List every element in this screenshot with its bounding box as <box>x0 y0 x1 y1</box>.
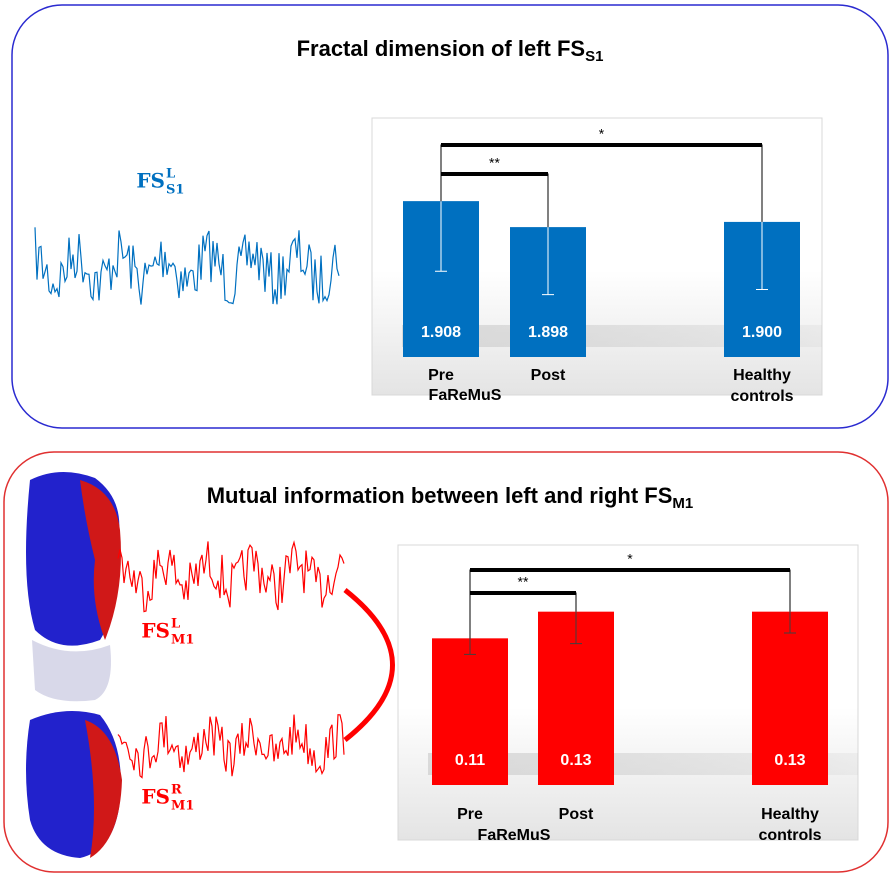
x-tick-label-line: controls <box>758 827 821 844</box>
value-label: 1.908 <box>421 324 461 341</box>
signal-label-sub: S1 <box>166 183 184 198</box>
value-label: 1.900 <box>742 324 782 341</box>
group-label: FaReMuS <box>478 827 551 844</box>
signal-label-sup: L <box>166 167 175 182</box>
signal-label: FS <box>136 169 165 193</box>
significance-label: ** <box>518 574 529 590</box>
x-tick-label-line: controls <box>730 388 793 405</box>
value-label: 0.13 <box>560 752 591 769</box>
figure: Fractal dimension of left FSS1FSLS11.908… <box>0 0 891 875</box>
x-tick-label-line: Healthy <box>761 806 819 823</box>
signal-label-sub: M1 <box>171 633 194 648</box>
signal-label: FS <box>141 619 170 643</box>
signal-label-sub: M1 <box>171 799 194 814</box>
signal-waveform <box>118 541 344 611</box>
x-tick-label: Pre <box>457 806 483 823</box>
signal-label: FS <box>141 785 170 809</box>
significance-label: ** <box>489 155 500 171</box>
x-tick-label: Post <box>559 806 594 823</box>
signal-waveform <box>118 715 344 778</box>
title-subscript: S1 <box>585 48 603 65</box>
group-label: FaReMuS <box>429 387 502 404</box>
chart-title: Mutual information between left and righ… <box>207 483 694 512</box>
value-label: 0.13 <box>774 752 805 769</box>
title-text: Mutual information between left and righ… <box>207 483 673 508</box>
signal-waveform <box>35 227 339 304</box>
brain-image <box>26 472 122 858</box>
significance-label: * <box>599 126 605 142</box>
x-tick-label-line: Healthy <box>733 367 791 384</box>
title-text: Fractal dimension of left FS <box>297 36 585 61</box>
chart-title: Fractal dimension of left FSS1 <box>297 36 604 65</box>
value-label: 0.11 <box>455 752 485 769</box>
signal-label-sup: R <box>171 783 182 798</box>
x-tick-label: Post <box>531 367 566 384</box>
connection-arc <box>345 590 393 740</box>
significance-label: * <box>627 551 633 567</box>
title-subscript: M1 <box>672 495 693 512</box>
value-label: 1.898 <box>528 324 568 341</box>
x-tick-label: Pre <box>428 367 454 384</box>
signal-label-sup: L <box>171 617 180 632</box>
